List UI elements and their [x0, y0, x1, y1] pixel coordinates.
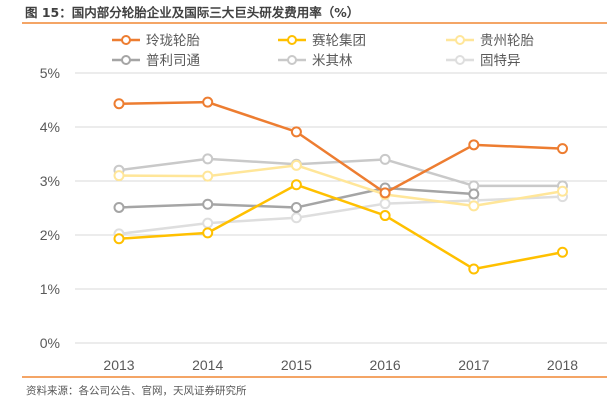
legend-marker-icon [121, 55, 131, 65]
data-point [202, 217, 214, 229]
data-point [557, 143, 568, 155]
legend-item: 玲珑轮胎 [112, 33, 200, 49]
y-axis-ticks: 0% 1% 2% 3% 4% 5% [40, 65, 60, 351]
series-line [118, 164, 563, 208]
legend-item: 赛轮集团 [278, 33, 366, 49]
data-point [202, 170, 214, 182]
legend-item: 贵州轮胎 [446, 33, 534, 49]
data-point [202, 198, 214, 210]
series-line [118, 100, 563, 195]
legend-label: 米其林 [312, 53, 353, 69]
legend-label: 贵州轮胎 [480, 33, 534, 49]
data-point [468, 139, 480, 151]
x-tick-label: 2018 [547, 357, 578, 373]
data-point [113, 170, 125, 182]
x-tick-label: 2017 [458, 357, 489, 373]
legend-marker-icon [121, 35, 131, 45]
series-line [118, 195, 563, 236]
data-point [290, 212, 302, 224]
data-point [379, 187, 391, 199]
series-0 [113, 96, 568, 199]
x-tick-label: 2014 [192, 357, 223, 373]
chart-title: 图 15：国内部分轮胎企业及国际三大巨头研发费用率（%） [25, 5, 360, 20]
data-point [113, 233, 125, 245]
legend-label: 赛轮集团 [312, 33, 366, 49]
data-point [557, 246, 568, 258]
series-4 [113, 153, 568, 192]
legend-item: 米其林 [278, 53, 353, 69]
legend-label: 普利司通 [146, 53, 200, 69]
data-point [290, 159, 302, 171]
legend-label: 固特异 [480, 53, 521, 69]
gridlines [75, 72, 607, 344]
series-3 [113, 182, 480, 213]
legend-item: 普利司通 [112, 53, 200, 69]
data-point [557, 185, 568, 197]
legend-label: 玲珑轮胎 [146, 33, 200, 49]
data-point [202, 96, 214, 108]
y-tick-label: 4% [40, 119, 60, 135]
data-point [113, 98, 125, 110]
data-point [468, 200, 480, 212]
y-tick-label: 5% [40, 65, 60, 81]
y-tick-label: 1% [40, 281, 60, 297]
data-point [379, 153, 391, 165]
legend-item: 固特异 [446, 53, 521, 69]
legend-marker-icon [287, 35, 297, 45]
data-point [379, 210, 391, 222]
x-tick-label: 2016 [370, 357, 401, 373]
series-layer [113, 96, 568, 275]
data-point [202, 227, 214, 239]
data-point [290, 201, 302, 213]
x-tick-label: 2015 [281, 357, 312, 373]
data-point [379, 198, 391, 210]
data-point [290, 126, 302, 138]
data-point [468, 263, 480, 275]
data-point [202, 153, 214, 165]
series-1 [113, 179, 568, 275]
y-tick-label: 3% [40, 173, 60, 189]
data-point [468, 188, 480, 200]
data-point [290, 179, 302, 191]
series-line [118, 183, 563, 271]
footer-divider [22, 376, 607, 378]
legend-marker-icon [455, 55, 465, 65]
data-point [113, 201, 125, 213]
title-divider [22, 22, 607, 24]
x-axis-ticks: 2013 2014 2015 2016 2017 2018 [103, 357, 578, 373]
x-tick-label: 2013 [103, 357, 134, 373]
legend-marker-icon [455, 35, 465, 45]
source-note: 资料来源：各公司公告、官网，天风证券研究所 [26, 385, 247, 397]
y-tick-label: 2% [40, 227, 60, 243]
y-tick-label: 0% [40, 335, 60, 351]
legend-marker-icon [287, 55, 297, 65]
